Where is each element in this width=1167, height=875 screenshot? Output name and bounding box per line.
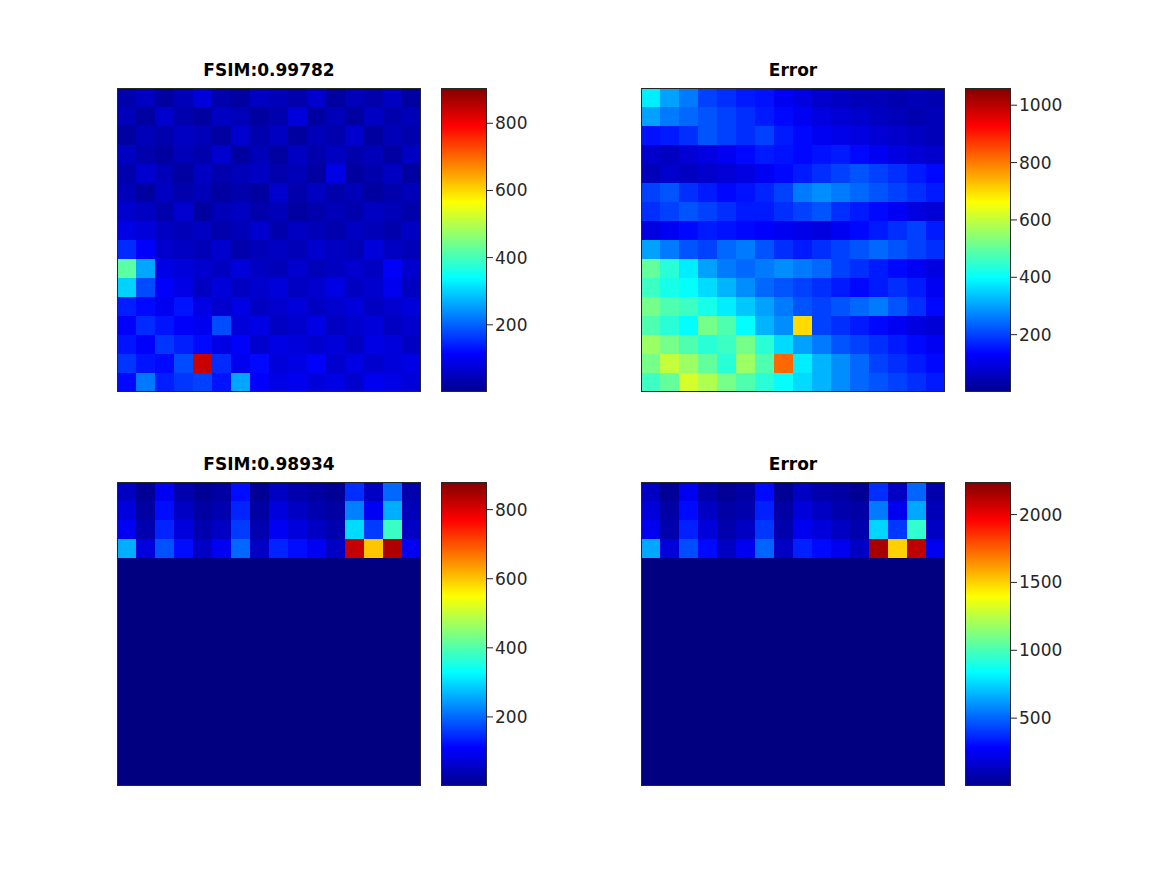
- svg-text:400: 400: [495, 248, 527, 268]
- svg-text:800: 800: [495, 500, 527, 520]
- html-text:Error: Error: [768, 60, 818, 80]
- svg-text:400: 400: [1019, 267, 1051, 287]
- svg-text:1000: 1000: [1019, 640, 1062, 660]
- svg-text:1000: 1000: [1019, 95, 1062, 115]
- svg-text:600: 600: [495, 180, 527, 200]
- html-text:Error: Error: [768, 454, 818, 474]
- svg-text:600: 600: [1019, 210, 1051, 230]
- svg-text:500: 500: [1019, 708, 1051, 728]
- svg-text:1500: 1500: [1019, 572, 1062, 592]
- html-text:FSIM:0.99782: FSIM:0.99782: [203, 60, 335, 80]
- svg-text:200: 200: [495, 707, 527, 727]
- html-text:FSIM:0.98934: FSIM:0.98934: [203, 454, 335, 474]
- svg-text:2000: 2000: [1019, 505, 1062, 525]
- svg-text:800: 800: [1019, 153, 1051, 173]
- svg-text:400: 400: [495, 638, 527, 658]
- svg-text:600: 600: [495, 569, 527, 589]
- svg-text:200: 200: [495, 315, 527, 335]
- svg-text:200: 200: [1019, 325, 1051, 345]
- svg-text:800: 800: [495, 113, 527, 133]
